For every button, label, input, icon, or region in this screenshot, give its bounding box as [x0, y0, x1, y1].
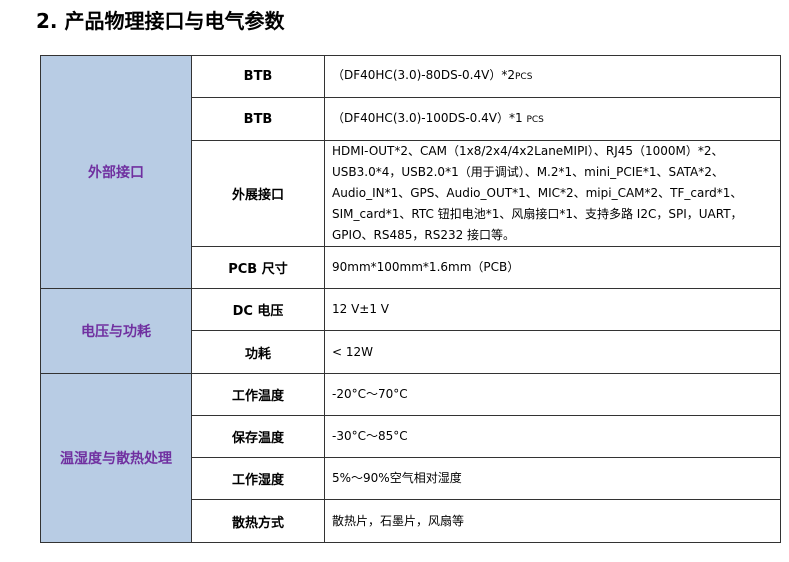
category-cell: 外部接口	[40, 55, 192, 289]
value-cell: < 12W	[324, 330, 781, 374]
key-cell: 功耗	[191, 330, 325, 374]
value-cell: 90mm*100mm*1.6mm（PCB）	[324, 246, 781, 289]
table-row: 外部接口 BTB （DF40HC(3.0)-80DS-0.4V）*2PCS	[40, 55, 781, 289]
value-cell: 散热片，石墨片，风扇等	[324, 499, 781, 543]
section-title: 2. 产品物理接口与电气参数	[36, 9, 285, 33]
key-cell: 外展接口	[191, 140, 325, 247]
key-cell: 散热方式	[191, 499, 325, 543]
key-cell: BTB	[191, 55, 325, 98]
value-cell: （DF40HC(3.0)-100DS-0.4V）*1 PCS	[324, 97, 781, 141]
value-cell: -20°C～70°C	[324, 373, 781, 416]
key-cell: 工作湿度	[191, 457, 325, 500]
value-cell: HDMI-OUT*2、CAM（1x8/2x4/4x2LaneMIPI）、RJ45…	[324, 140, 781, 247]
table-row: 散热方式 散热片，石墨片，风扇等	[41, 499, 781, 543]
table-row: BTB （DF40HC(3.0)-100DS-0.4V）*1 PCS	[41, 97, 781, 141]
spec-table: 外部接口 BTB （DF40HC(3.0)-80DS-0.4V）*2PCS BT…	[40, 55, 781, 543]
value-cell: （DF40HC(3.0)-80DS-0.4V）*2PCS	[324, 55, 781, 98]
table-row: 电压与功耗 DC 电压 12 V±1 V	[40, 288, 781, 374]
table-row: 保存温度 -30°C～85°C	[41, 415, 781, 458]
table-row: 外展接口 HDMI-OUT*2、CAM（1x8/2x4/4x2LaneMIPI）…	[41, 140, 781, 247]
value-text: （DF40HC(3.0)-80DS-0.4V）*2	[332, 68, 515, 82]
value-cell: 5%～90%空气相对湿度	[324, 457, 781, 500]
table-row: 工作湿度 5%～90%空气相对湿度	[41, 457, 781, 500]
category-cell: 电压与功耗	[40, 288, 192, 374]
value-cell: 12 V±1 V	[324, 288, 781, 331]
table-row: 温湿度与散热处理 工作温度 -20°C～70°C	[40, 373, 781, 543]
unit-text: PCS	[526, 114, 544, 125]
key-cell: 保存温度	[191, 415, 325, 458]
key-cell: 工作温度	[191, 373, 325, 416]
unit-text: PCS	[514, 72, 533, 82]
key-cell: PCB 尺寸	[191, 246, 325, 289]
value-text: （DF40HC(3.0)-100DS-0.4V）*1	[332, 110, 527, 125]
key-cell: BTB	[191, 97, 325, 141]
category-cell: 温湿度与散热处理	[40, 373, 192, 543]
value-cell: -30°C～85°C	[324, 415, 781, 458]
key-cell: DC 电压	[191, 288, 325, 331]
table-row: 功耗 < 12W	[41, 330, 781, 374]
